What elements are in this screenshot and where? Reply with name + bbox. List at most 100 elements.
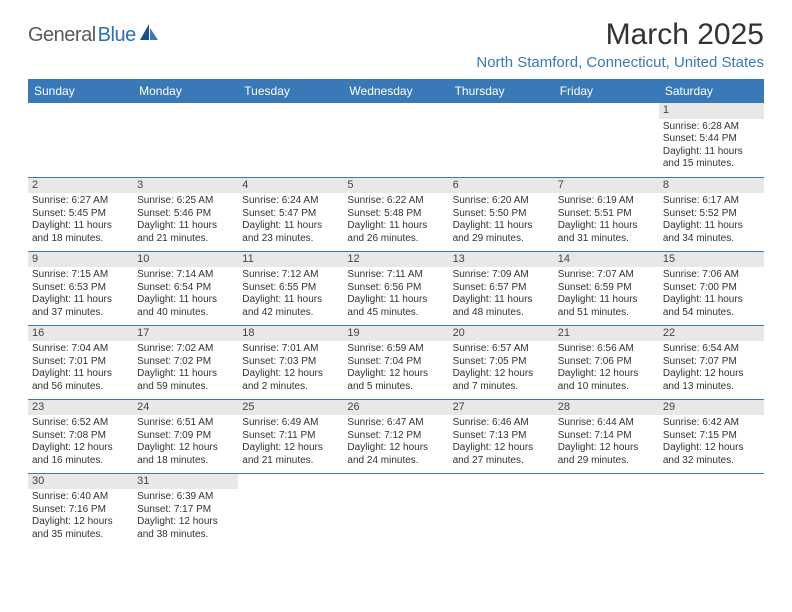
daylight-text: Daylight: 12 hours [137,442,234,455]
daylight-text: and 2 minutes. [242,381,339,394]
calendar-cell: 1Sunrise: 6:28 AMSunset: 5:44 PMDaylight… [659,103,764,177]
logo: GeneralBlue [28,24,160,47]
sunrise-text: Sunrise: 6:39 AM [137,491,234,504]
daylight-text: and 23 minutes. [242,233,339,246]
calendar-cell: 31Sunrise: 6:39 AMSunset: 7:17 PMDayligh… [133,473,238,547]
daylight-text: and 38 minutes. [137,529,234,542]
day-number: 29 [659,400,764,416]
calendar-cell: 22Sunrise: 6:54 AMSunset: 7:07 PMDayligh… [659,325,764,399]
daylight-text: and 29 minutes. [558,455,655,468]
calendar-table: Sunday Monday Tuesday Wednesday Thursday… [28,79,764,547]
daylight-text: and 10 minutes. [558,381,655,394]
sunrise-text: Sunrise: 6:46 AM [453,417,550,430]
sunset-text: Sunset: 7:13 PM [453,430,550,443]
sunrise-text: Sunrise: 7:06 AM [663,269,760,282]
daylight-text: and 40 minutes. [137,307,234,320]
sunrise-text: Sunrise: 6:42 AM [663,417,760,430]
daylight-text: Daylight: 12 hours [347,368,444,381]
sunset-text: Sunset: 5:51 PM [558,208,655,221]
day-number: 23 [28,400,133,416]
day-number: 17 [133,326,238,342]
daylight-text: Daylight: 11 hours [347,220,444,233]
calendar-header-row: Sunday Monday Tuesday Wednesday Thursday… [28,79,764,103]
page-header: GeneralBlue March 2025 North Stamford, C… [28,18,764,71]
sunset-text: Sunset: 7:09 PM [137,430,234,443]
day-number: 31 [133,474,238,490]
calendar-cell: 13Sunrise: 7:09 AMSunset: 6:57 PMDayligh… [449,251,554,325]
daylight-text: Daylight: 11 hours [663,220,760,233]
daylight-text: Daylight: 12 hours [347,442,444,455]
daylight-text: Daylight: 11 hours [663,146,760,159]
sunset-text: Sunset: 5:46 PM [137,208,234,221]
daylight-text: and 34 minutes. [663,233,760,246]
calendar-cell [554,473,659,547]
day-number: 2 [28,178,133,194]
calendar-cell: 18Sunrise: 7:01 AMSunset: 7:03 PMDayligh… [238,325,343,399]
day-number: 6 [449,178,554,194]
sunrise-text: Sunrise: 6:25 AM [137,195,234,208]
day-number: 10 [133,252,238,268]
day-number: 4 [238,178,343,194]
day-header: Tuesday [238,79,343,103]
day-number: 22 [659,326,764,342]
calendar-cell [28,103,133,177]
daylight-text: Daylight: 11 hours [242,220,339,233]
daylight-text: Daylight: 12 hours [663,368,760,381]
sunrise-text: Sunrise: 6:57 AM [453,343,550,356]
calendar-cell: 9Sunrise: 7:15 AMSunset: 6:53 PMDaylight… [28,251,133,325]
daylight-text: and 54 minutes. [663,307,760,320]
daylight-text: and 51 minutes. [558,307,655,320]
daylight-text: and 24 minutes. [347,455,444,468]
sunset-text: Sunset: 7:14 PM [558,430,655,443]
calendar-cell [343,473,448,547]
calendar-cell: 20Sunrise: 6:57 AMSunset: 7:05 PMDayligh… [449,325,554,399]
calendar-cell: 10Sunrise: 7:14 AMSunset: 6:54 PMDayligh… [133,251,238,325]
calendar-cell: 7Sunrise: 6:19 AMSunset: 5:51 PMDaylight… [554,177,659,251]
day-number: 30 [28,474,133,490]
calendar-cell: 12Sunrise: 7:11 AMSunset: 6:56 PMDayligh… [343,251,448,325]
day-header: Wednesday [343,79,448,103]
daylight-text: and 27 minutes. [453,455,550,468]
daylight-text: Daylight: 12 hours [137,516,234,529]
daylight-text: Daylight: 12 hours [32,516,129,529]
day-number: 20 [449,326,554,342]
daylight-text: Daylight: 12 hours [242,442,339,455]
calendar-cell [238,473,343,547]
sunrise-text: Sunrise: 6:22 AM [347,195,444,208]
sunrise-text: Sunrise: 6:52 AM [32,417,129,430]
sunset-text: Sunset: 6:59 PM [558,282,655,295]
day-number: 5 [343,178,448,194]
sunrise-text: Sunrise: 6:27 AM [32,195,129,208]
daylight-text: Daylight: 12 hours [453,368,550,381]
calendar-cell: 27Sunrise: 6:46 AMSunset: 7:13 PMDayligh… [449,399,554,473]
day-number: 24 [133,400,238,416]
calendar-row: 23Sunrise: 6:52 AMSunset: 7:08 PMDayligh… [28,399,764,473]
day-number: 1 [659,103,764,119]
sunrise-text: Sunrise: 7:12 AM [242,269,339,282]
sunset-text: Sunset: 7:16 PM [32,504,129,517]
location-text: North Stamford, Connecticut, United Stat… [476,54,764,71]
daylight-text: and 21 minutes. [242,455,339,468]
calendar-row: 2Sunrise: 6:27 AMSunset: 5:45 PMDaylight… [28,177,764,251]
daylight-text: and 18 minutes. [32,233,129,246]
sunrise-text: Sunrise: 7:07 AM [558,269,655,282]
sunset-text: Sunset: 7:02 PM [137,356,234,369]
sunrise-text: Sunrise: 7:15 AM [32,269,129,282]
sunset-text: Sunset: 5:44 PM [663,133,760,146]
daylight-text: Daylight: 11 hours [663,294,760,307]
calendar-row: 9Sunrise: 7:15 AMSunset: 6:53 PMDaylight… [28,251,764,325]
daylight-text: and 18 minutes. [137,455,234,468]
daylight-text: Daylight: 11 hours [32,294,129,307]
calendar-row: 30Sunrise: 6:40 AMSunset: 7:16 PMDayligh… [28,473,764,547]
daylight-text: and 32 minutes. [663,455,760,468]
daylight-text: and 42 minutes. [242,307,339,320]
calendar-cell: 30Sunrise: 6:40 AMSunset: 7:16 PMDayligh… [28,473,133,547]
calendar-cell: 24Sunrise: 6:51 AMSunset: 7:09 PMDayligh… [133,399,238,473]
sunset-text: Sunset: 7:00 PM [663,282,760,295]
calendar-cell: 16Sunrise: 7:04 AMSunset: 7:01 PMDayligh… [28,325,133,399]
calendar-cell: 23Sunrise: 6:52 AMSunset: 7:08 PMDayligh… [28,399,133,473]
calendar-cell: 3Sunrise: 6:25 AMSunset: 5:46 PMDaylight… [133,177,238,251]
sunrise-text: Sunrise: 6:51 AM [137,417,234,430]
logo-text-blue: Blue [98,24,136,47]
sunset-text: Sunset: 7:04 PM [347,356,444,369]
